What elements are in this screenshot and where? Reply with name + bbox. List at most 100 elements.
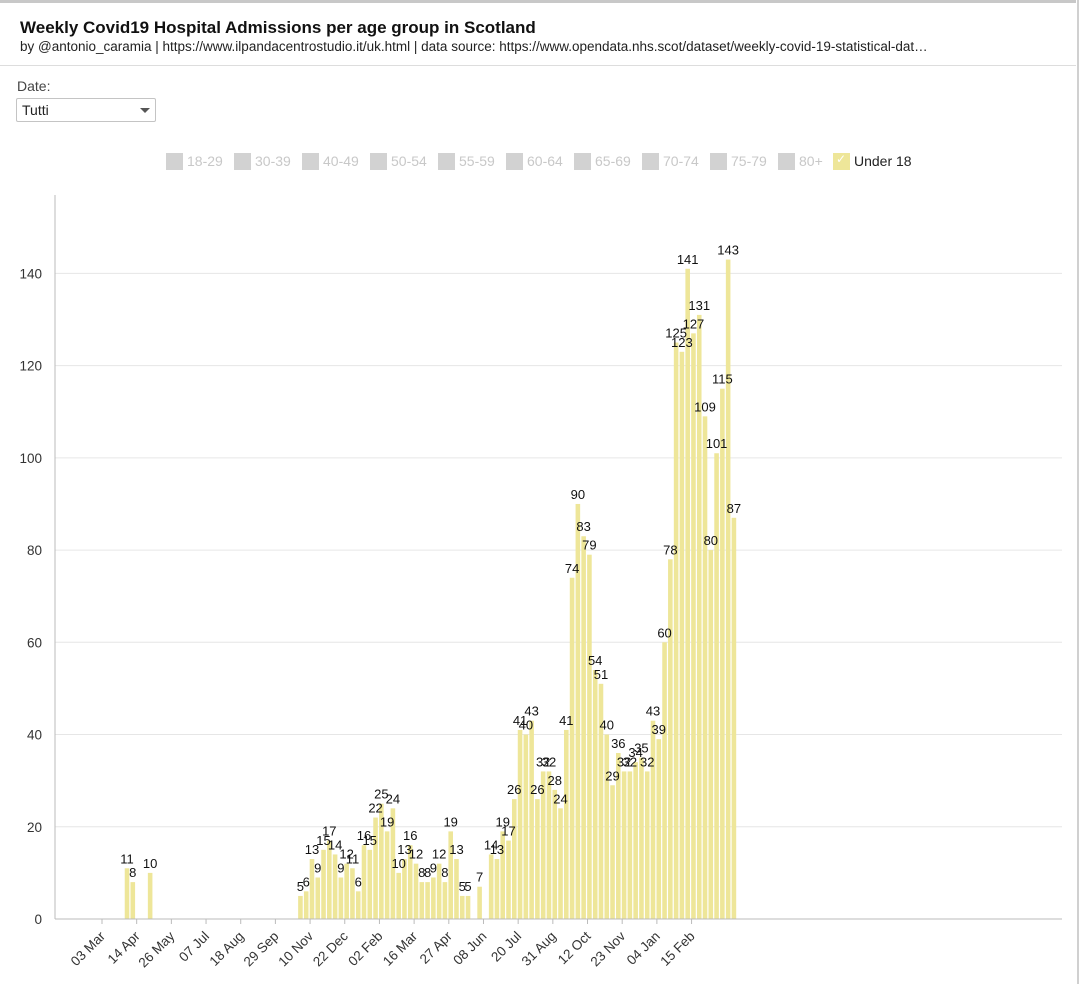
- bar[interactable]: [592, 669, 598, 919]
- bar[interactable]: [598, 683, 604, 919]
- bar[interactable]: [656, 739, 662, 919]
- bar[interactable]: [390, 808, 396, 919]
- bar[interactable]: [465, 895, 471, 919]
- bar[interactable]: [523, 734, 529, 919]
- bar[interactable]: [691, 333, 696, 919]
- bar[interactable]: [587, 554, 592, 919]
- gridlines: [55, 272, 1062, 828]
- window-top-border: [0, 0, 1076, 3]
- data-label: 90: [571, 487, 585, 502]
- bar[interactable]: [350, 868, 355, 919]
- bar[interactable]: [540, 771, 546, 919]
- date-filter-select[interactable]: Tutti: [16, 98, 156, 122]
- bar[interactable]: [621, 771, 627, 919]
- legend-swatch: [506, 153, 523, 170]
- bar[interactable]: [546, 771, 552, 919]
- bar[interactable]: [373, 817, 378, 919]
- bar[interactable]: [564, 729, 569, 919]
- bar[interactable]: [407, 845, 413, 919]
- bar[interactable]: [679, 351, 685, 919]
- bar[interactable]: [535, 799, 540, 919]
- bar[interactable]: [384, 831, 390, 919]
- bar[interactable]: [321, 849, 326, 919]
- bar[interactable]: [367, 849, 373, 919]
- bar[interactable]: [361, 845, 367, 919]
- bar[interactable]: [558, 808, 563, 919]
- bar[interactable]: [552, 789, 558, 919]
- bar[interactable]: [448, 831, 453, 919]
- bar[interactable]: [708, 550, 714, 919]
- bar[interactable]: [303, 891, 309, 919]
- bar[interactable]: [685, 268, 690, 919]
- data-label: 39: [652, 722, 666, 737]
- bar[interactable]: [639, 757, 644, 919]
- bar[interactable]: [124, 868, 130, 919]
- data-label: 16: [403, 828, 417, 843]
- bar[interactable]: [529, 720, 534, 919]
- bar[interactable]: [575, 503, 581, 919]
- bar[interactable]: [396, 872, 401, 919]
- bar[interactable]: [673, 342, 679, 919]
- x-tick-label: 27 Apr: [417, 928, 456, 967]
- bar[interactable]: [650, 720, 656, 919]
- bar[interactable]: [436, 863, 442, 919]
- bar[interactable]: [431, 877, 436, 919]
- bar[interactable]: [477, 886, 482, 919]
- bar[interactable]: [500, 831, 506, 919]
- bar[interactable]: [720, 388, 725, 919]
- bar[interactable]: [425, 882, 430, 919]
- bar[interactable]: [569, 577, 575, 919]
- bar[interactable]: [413, 863, 419, 919]
- bar[interactable]: [130, 882, 136, 919]
- data-label: 19: [443, 814, 457, 829]
- data-label: 8: [441, 865, 448, 880]
- bar[interactable]: [379, 803, 384, 919]
- bar[interactable]: [644, 771, 650, 919]
- bar[interactable]: [454, 859, 459, 919]
- bar[interactable]: [402, 859, 407, 919]
- bar[interactable]: [668, 559, 673, 919]
- bar[interactable]: [714, 453, 719, 919]
- bar[interactable]: [702, 416, 708, 919]
- data-label: 25: [374, 787, 388, 802]
- bar[interactable]: [581, 536, 586, 919]
- x-tick-label: 15 Feb: [657, 929, 697, 969]
- legend-label: 50-54: [391, 153, 427, 169]
- x-tick-label: 26 May: [136, 928, 178, 970]
- bar[interactable]: [696, 314, 702, 920]
- bar[interactable]: [309, 859, 315, 919]
- bar[interactable]: [616, 752, 621, 919]
- bar[interactable]: [355, 891, 361, 919]
- x-tick-label: 31 Aug: [519, 929, 559, 969]
- bar[interactable]: [315, 877, 321, 919]
- bar[interactable]: [725, 259, 731, 919]
- bar[interactable]: [506, 840, 511, 919]
- bar[interactable]: [419, 882, 425, 919]
- bar[interactable]: [488, 854, 494, 919]
- bar[interactable]: [147, 872, 153, 919]
- data-label: 17: [322, 824, 336, 839]
- bar[interactable]: [662, 642, 667, 919]
- data-label: 13: [449, 842, 463, 857]
- bar[interactable]: [604, 734, 610, 919]
- bar[interactable]: [633, 762, 638, 919]
- bar[interactable]: [494, 859, 500, 919]
- bar[interactable]: [442, 882, 448, 919]
- data-label: 141: [677, 252, 699, 267]
- bar[interactable]: [731, 517, 737, 919]
- bar[interactable]: [627, 771, 633, 919]
- bar[interactable]: [517, 729, 523, 919]
- bar[interactable]: [338, 877, 344, 919]
- data-label: 35: [634, 741, 648, 756]
- chart-title: Weekly Covid19 Hospital Admissions per a…: [20, 18, 536, 37]
- bar[interactable]: [610, 785, 615, 919]
- bar[interactable]: [344, 863, 349, 919]
- y-tick-label: 60: [27, 635, 42, 650]
- bar[interactable]: [327, 840, 332, 919]
- data-label: 83: [576, 519, 590, 534]
- bar[interactable]: [298, 895, 303, 919]
- bar[interactable]: [332, 854, 338, 919]
- data-label: 41: [559, 713, 573, 728]
- bar[interactable]: [459, 895, 465, 919]
- bar[interactable]: [511, 799, 517, 919]
